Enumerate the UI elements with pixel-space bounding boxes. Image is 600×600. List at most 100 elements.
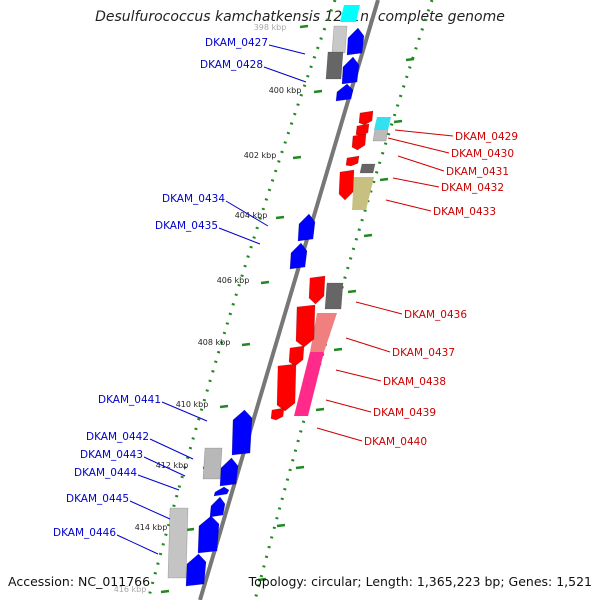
gene-label-forward[interactable]: DKAM_0441 <box>98 394 161 406</box>
gene-arrow-forward[interactable] <box>297 213 316 242</box>
ruler-tick-label: 414 kbp <box>135 523 168 532</box>
accession-label: Accession: NC_011766 <box>8 574 151 589</box>
gene-label-forward[interactable]: DKAM_0443 <box>80 449 143 461</box>
ruler-tick <box>295 465 305 470</box>
gene-label-reverse[interactable]: DKAM_0433 <box>433 206 496 218</box>
gene-region-box[interactable] <box>324 282 344 310</box>
ruler-tick <box>363 233 373 238</box>
gene-arrow-reverse[interactable] <box>355 123 370 137</box>
ruler-tick-label: 410 kbp <box>176 400 209 409</box>
gene-arrow-forward[interactable] <box>185 553 207 587</box>
ruler-tick <box>257 577 267 582</box>
ruler-tick <box>260 280 270 285</box>
gene-leader-line <box>268 44 306 55</box>
gene-arrow-reverse[interactable] <box>295 304 316 348</box>
gene-label-reverse[interactable]: DKAM_0430 <box>451 148 514 160</box>
gene-arrow-reverse[interactable] <box>358 110 374 126</box>
gene-leader-line <box>316 427 363 442</box>
gene-region-box[interactable] <box>340 5 360 22</box>
ruler-tick-label: 402 kbp <box>244 151 277 160</box>
gene-leader-line <box>397 155 445 172</box>
gene-region-box[interactable] <box>294 352 324 416</box>
gene-region-box[interactable] <box>202 447 223 480</box>
gene-region-box[interactable] <box>372 128 389 142</box>
gene-arrow-forward[interactable] <box>197 515 220 554</box>
gene-label-forward[interactable]: DKAM_0445 <box>66 493 129 505</box>
gene-arrow-reverse[interactable] <box>288 345 305 367</box>
gene-leader-line <box>137 474 180 491</box>
gene-label-reverse[interactable]: DKAM_0436 <box>404 309 467 321</box>
gene-arrow-forward[interactable] <box>346 27 365 56</box>
ruler-tick <box>315 407 325 412</box>
ruler-tick-label: 400 kbp <box>269 86 302 95</box>
ruler-tick <box>275 215 285 220</box>
gene-leader-line <box>355 301 403 315</box>
gene-label-forward[interactable]: DKAM_0446 <box>53 527 116 539</box>
gene-region-box[interactable] <box>167 507 189 579</box>
gene-label-reverse[interactable]: DKAM_0439 <box>373 407 436 419</box>
gene-leader-line <box>161 401 208 422</box>
gene-label-forward[interactable]: DKAM_0444 <box>74 467 137 479</box>
gene-arrow-forward[interactable] <box>289 242 308 270</box>
gene-leader-line <box>392 177 440 188</box>
summary-label: Topology: circular; Length: 1,365,223 bp… <box>248 574 592 589</box>
gene-label-forward[interactable]: DKAM_0434 <box>162 193 225 205</box>
gene-arrow-reverse[interactable] <box>270 407 285 421</box>
gene-arrow-forward[interactable] <box>231 409 253 456</box>
gene-label-reverse[interactable]: DKAM_0437 <box>392 347 455 359</box>
gene-leader-line <box>263 66 307 83</box>
gene-leader-line <box>218 227 261 245</box>
ruler-tick-label: 406 kbp <box>217 276 250 285</box>
gene-leader-line <box>335 369 382 382</box>
ruler-tick <box>405 57 415 62</box>
gene-label-reverse[interactable]: DKAM_0438 <box>383 376 446 388</box>
ruler-tick <box>241 342 251 347</box>
ruler-tick-label: 398 kbp <box>254 23 287 32</box>
gene-label-reverse[interactable]: DKAM_0440 <box>364 436 427 448</box>
gene-region-box[interactable] <box>352 177 374 210</box>
gene-arrow-reverse[interactable] <box>345 155 360 167</box>
gene-arrow-forward[interactable] <box>213 486 230 497</box>
ruler-tick <box>333 347 343 352</box>
gene-region-box[interactable] <box>374 117 391 130</box>
gene-region-box[interactable] <box>331 25 348 54</box>
ruler-tick-label: 416 kbp <box>114 585 147 594</box>
gene-leader-line <box>116 534 159 555</box>
gene-arrow-forward[interactable] <box>335 83 354 102</box>
gene-arrow-reverse[interactable] <box>351 133 367 151</box>
gene-region-box[interactable] <box>359 163 376 174</box>
gene-arrow-reverse[interactable] <box>276 363 297 412</box>
gene-leader-line <box>387 137 450 154</box>
ruler-tick <box>299 24 309 29</box>
gene-leader-line <box>129 500 171 520</box>
gene-leader-line <box>325 399 372 413</box>
gene-arrow-reverse[interactable] <box>308 275 326 305</box>
gene-label-forward[interactable]: DKAM_0435 <box>155 220 218 232</box>
gene-label-forward[interactable]: DKAM_0427 <box>205 37 268 49</box>
gene-label-forward[interactable]: DKAM_0428 <box>200 59 263 71</box>
gene-label-reverse[interactable]: DKAM_0429 <box>455 131 518 143</box>
ruler-tick <box>292 155 302 160</box>
gene-region-box[interactable] <box>325 51 344 80</box>
gene-arrow-forward[interactable] <box>341 56 360 85</box>
gene-leader-line <box>345 337 391 353</box>
gene-leader-line <box>394 129 454 137</box>
ruler-tick <box>276 523 286 528</box>
gene-leader-line <box>149 438 194 460</box>
gene-label-reverse[interactable]: DKAM_0431 <box>446 166 509 178</box>
gene-leader-line <box>143 456 186 477</box>
gene-leader-line <box>225 200 269 227</box>
gene-leader-line <box>385 199 432 212</box>
ruler-tick <box>393 119 403 124</box>
ruler-tick-label: 412 kbp <box>156 461 189 470</box>
gene-region-box[interactable] <box>310 313 337 352</box>
gene-arrow-forward[interactable] <box>219 457 239 487</box>
gene-label-reverse[interactable]: DKAM_0432 <box>441 182 504 194</box>
gene-arrow-forward[interactable] <box>209 496 226 518</box>
ruler-tick <box>313 89 323 94</box>
gene-arrow-reverse[interactable] <box>338 169 355 201</box>
ruler-tick-label: 408 kbp <box>198 338 231 347</box>
ruler-tick <box>347 289 357 294</box>
gene-label-forward[interactable]: DKAM_0442 <box>86 431 149 443</box>
